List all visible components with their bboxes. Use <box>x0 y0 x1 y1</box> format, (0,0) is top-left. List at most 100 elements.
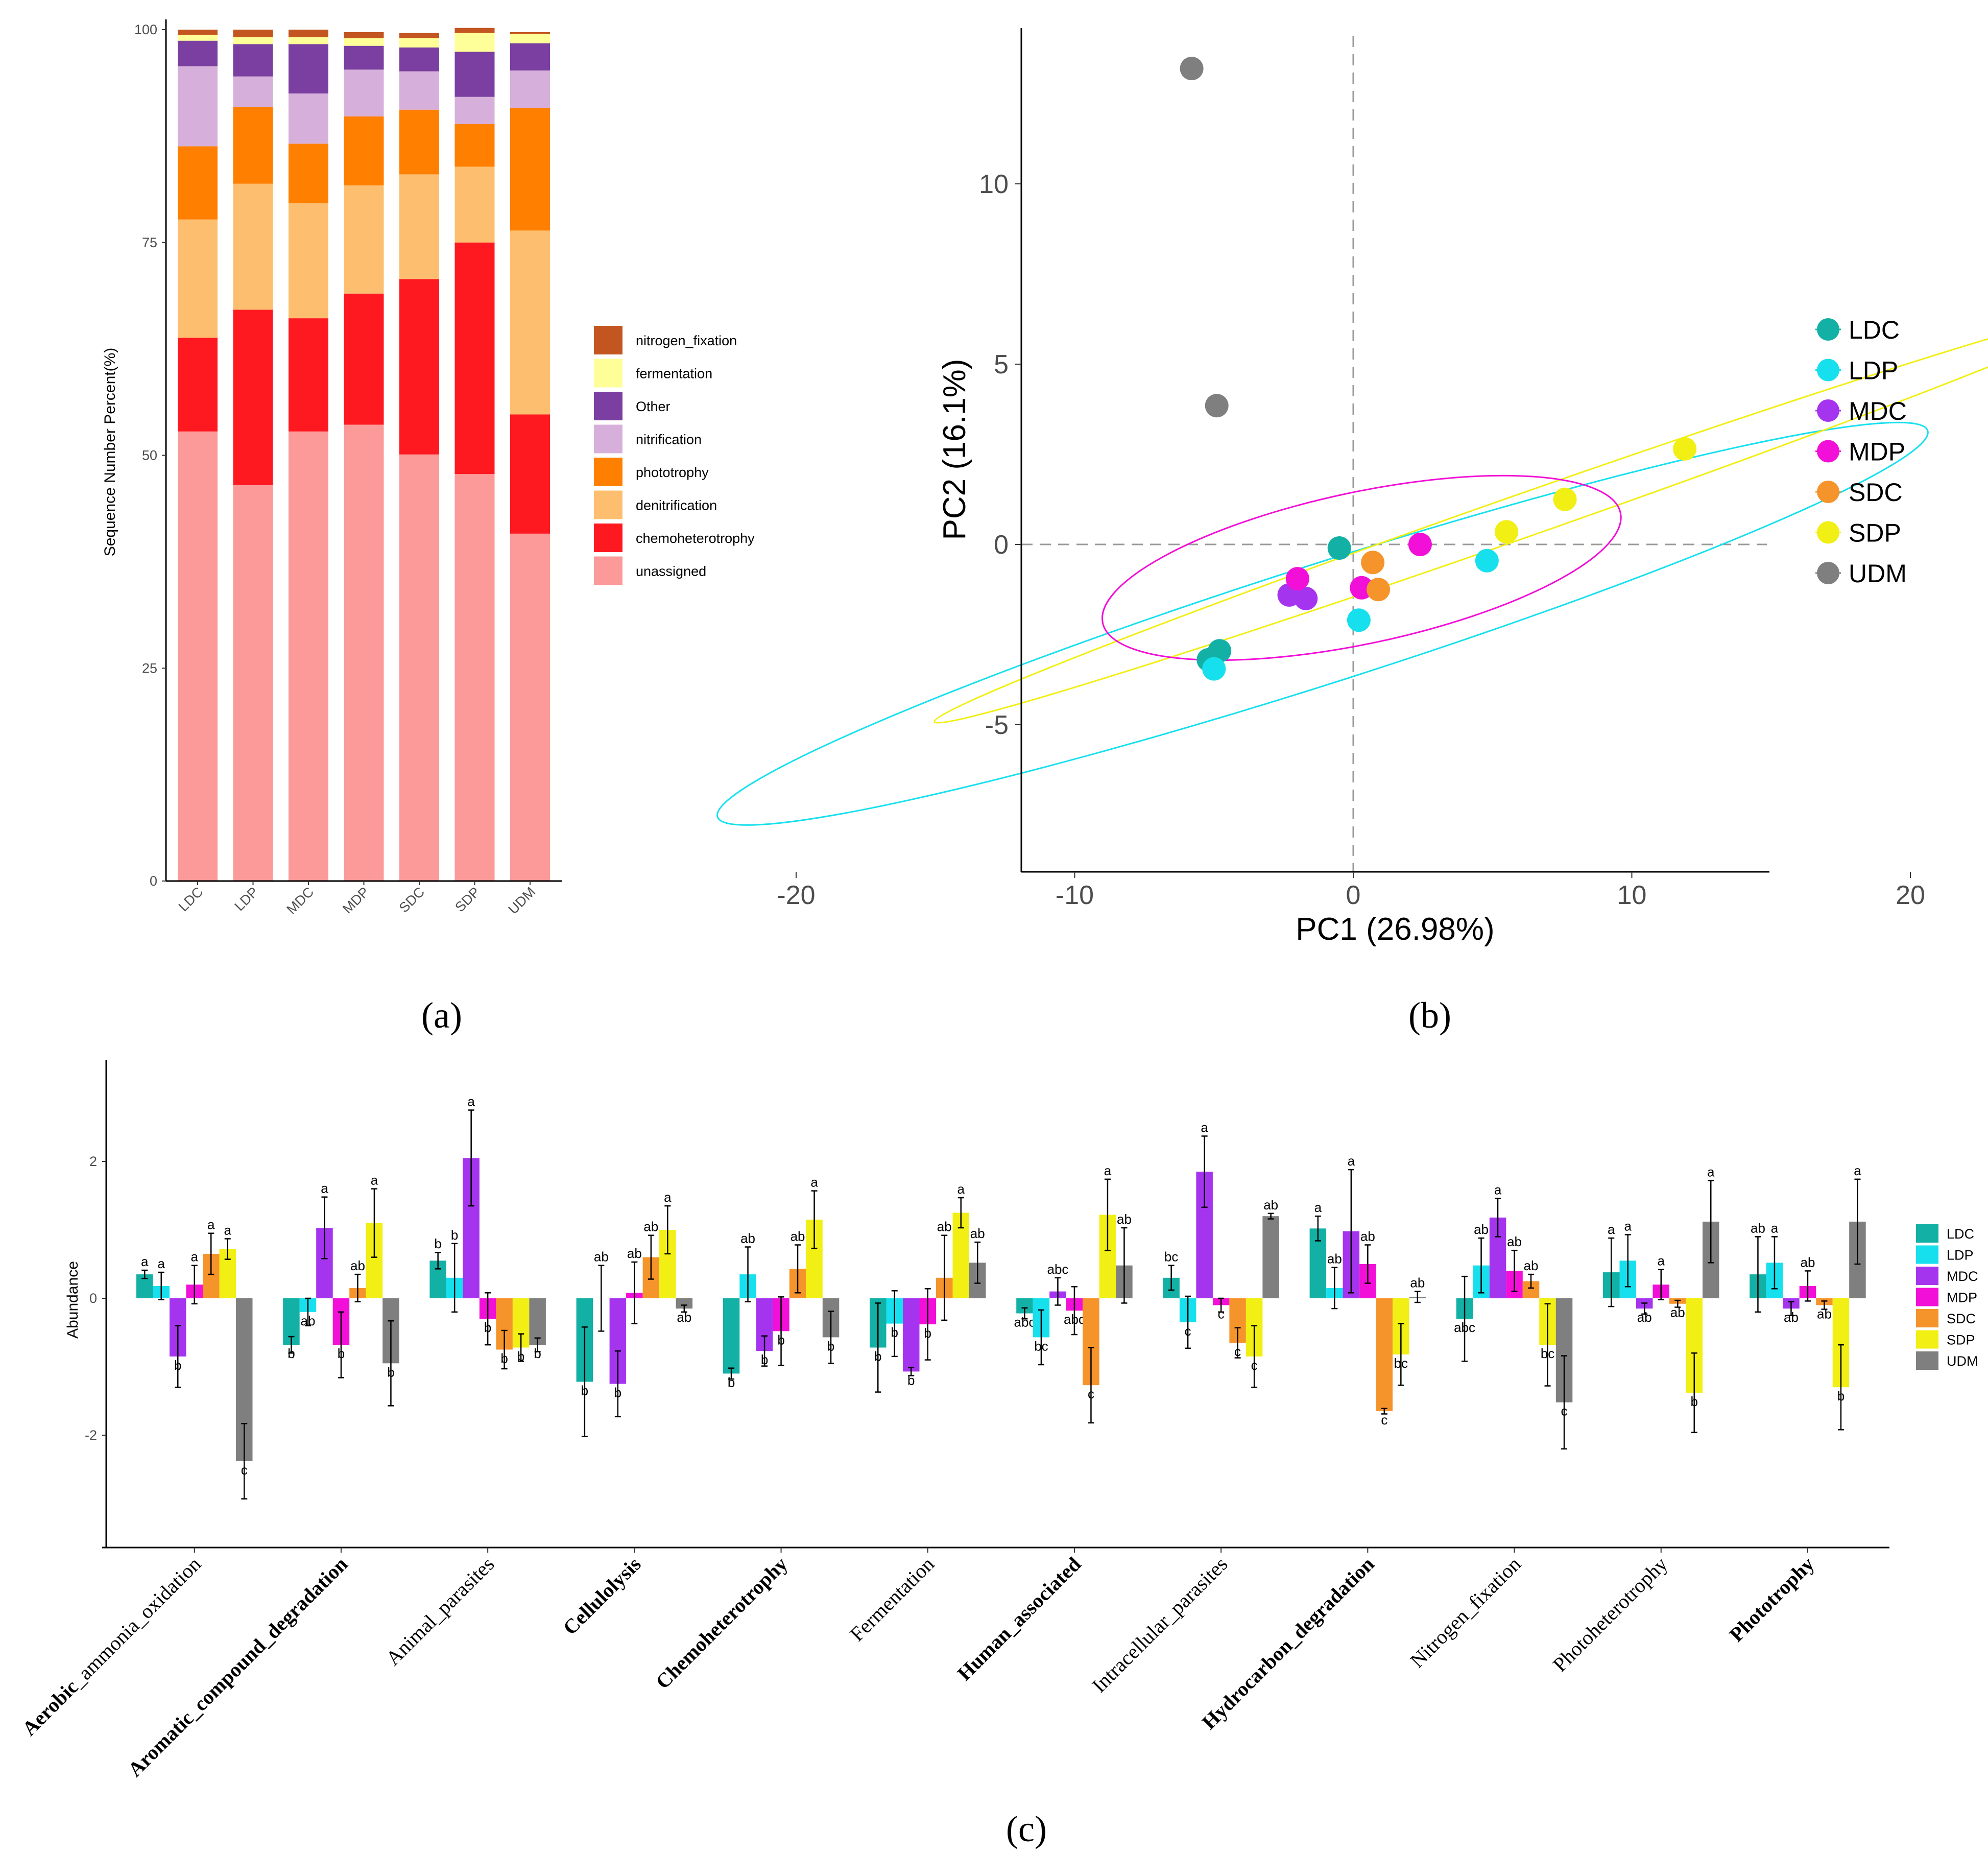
significance-label: ab <box>1410 1275 1425 1291</box>
bar-segment <box>454 28 495 33</box>
significance-label: ab <box>740 1231 755 1246</box>
significance-label: b <box>827 1338 834 1353</box>
significance-label: a <box>1494 1182 1502 1197</box>
bar-segment <box>344 69 384 117</box>
x-tick-label: Human_associated <box>953 1553 1086 1685</box>
legend-label: unassigned <box>636 564 706 579</box>
legend-swatch <box>1916 1267 1938 1285</box>
bar <box>1262 1216 1279 1298</box>
legend-label: fermentation <box>636 366 712 382</box>
significance-label: ab <box>1263 1197 1278 1212</box>
bar-segment <box>399 33 439 38</box>
legend-swatch <box>594 392 622 420</box>
significance-label: bc <box>1394 1355 1408 1371</box>
legend-label: MDP <box>1849 438 1905 466</box>
x-tick-label: Photoheterotrophy <box>1548 1553 1672 1676</box>
legend-label: LDC <box>1947 1226 1974 1242</box>
significance-label: ab <box>1800 1254 1815 1270</box>
scatter-point <box>1475 549 1499 573</box>
panel-label-b: (b) <box>1408 995 1451 1036</box>
bar-segment <box>178 431 218 881</box>
y-axis-label: Sequence Number Percent(%) <box>102 348 118 557</box>
significance-label: b <box>614 1385 621 1400</box>
bar-segment <box>510 414 550 534</box>
significance-label: b <box>1691 1394 1698 1409</box>
x-tick-label-bold: Phototrophy <box>1725 1553 1819 1647</box>
x-tick-label-bold: Hydrocarbon_degradation <box>1197 1553 1379 1734</box>
bar-segment <box>344 38 384 46</box>
significance-label: abc <box>1064 1312 1085 1327</box>
significance-label: b <box>434 1236 441 1251</box>
confidence-ellipse <box>933 307 1988 724</box>
y-axis-label: Abundance <box>64 1261 81 1339</box>
significance-label: bc <box>1164 1249 1178 1265</box>
bar <box>676 1298 693 1309</box>
significance-label: a <box>1201 1120 1208 1135</box>
bar-segment <box>289 144 328 204</box>
bar-segment <box>399 109 439 175</box>
y-ticks: -5 0 5 10 <box>979 170 1021 740</box>
significance-label: c <box>1218 1306 1225 1321</box>
legend-label: Other <box>636 399 670 414</box>
significance-label: abc <box>1454 1320 1475 1335</box>
bar-segment <box>344 45 384 70</box>
bar-segment <box>344 116 384 186</box>
x-tick-label-rest: _ammonia_oxidation <box>66 1553 205 1692</box>
legend-marker <box>1817 359 1839 382</box>
significance-label: a <box>957 1181 965 1197</box>
confidence-ellipse <box>1101 474 1622 661</box>
significance-label: b <box>387 1364 394 1380</box>
x-tick-label: SDP <box>452 884 483 915</box>
significance-label: c <box>1381 1412 1387 1428</box>
x-tick-label: 0 <box>1346 881 1361 910</box>
confidence-ellipses <box>716 307 1988 826</box>
significance-label: ab <box>937 1219 952 1234</box>
bar-segment <box>510 70 550 108</box>
pca-scatter-plot: -20 -10 0 10 20 -5 0 5 10 PC1 (26.98%) PC2 (16.… <box>716 28 1988 1036</box>
significance-label: ab <box>1117 1211 1132 1227</box>
bar <box>1376 1298 1393 1412</box>
x-tick-label-bold: Chemoheterotrophy <box>651 1553 792 1694</box>
legend-swatch <box>594 359 622 388</box>
significance-label: abc <box>1014 1314 1035 1329</box>
bar-segment <box>399 71 439 110</box>
bar-segment <box>454 124 495 167</box>
significance-label: ab <box>791 1228 805 1244</box>
bar-segment <box>454 474 495 881</box>
significance-label: a <box>321 1181 328 1196</box>
x-tick-label: -20 <box>777 881 815 910</box>
x-tick-label: Phototrophy <box>1725 1553 1819 1647</box>
bar-segment <box>510 230 550 415</box>
scatter-point <box>1495 520 1519 544</box>
significance-label: ab <box>1524 1258 1539 1273</box>
bar-segment <box>178 30 218 35</box>
significance-label: a <box>207 1217 215 1232</box>
legend-swatch <box>1916 1330 1938 1349</box>
significance-label: b <box>728 1374 735 1390</box>
significance-label: b <box>534 1346 541 1361</box>
x-tick-label: MDC <box>284 884 317 917</box>
x-tick-label: Fermentation <box>845 1553 939 1646</box>
bar-segment <box>399 454 439 881</box>
significance-label: b <box>517 1348 524 1364</box>
scatter-point <box>1347 608 1371 632</box>
significance-label: ab <box>1474 1222 1489 1237</box>
x-ticks: LDC LDP MDC MDP SDC SDP UDM <box>176 881 538 917</box>
significance-label: b <box>777 1332 784 1347</box>
bar-segment <box>454 97 495 125</box>
legend-swatch <box>594 490 622 519</box>
bar-segment <box>289 30 328 38</box>
confidence-ellipse <box>716 421 1929 826</box>
significance-label: ab <box>1327 1251 1342 1267</box>
significance-label: c <box>1561 1404 1568 1419</box>
legend-label: MDP <box>1947 1290 1977 1305</box>
significance-label: b <box>761 1352 768 1367</box>
significance-label: ab <box>300 1313 315 1328</box>
y-tick-label: 10 <box>979 170 1009 199</box>
significance-label: a <box>467 1094 475 1109</box>
bar-segment <box>233 37 273 44</box>
y-tick-label: 2 <box>89 1154 97 1169</box>
bar-segment <box>510 108 550 231</box>
